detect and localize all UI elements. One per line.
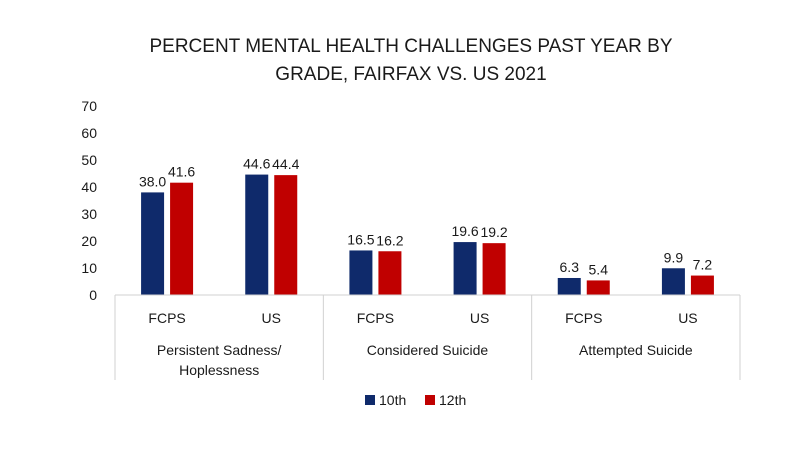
legend-swatch-10th (365, 395, 375, 405)
x-category-label: FCPS (565, 310, 602, 326)
bar-10th-us-5 (661, 268, 685, 295)
bars (141, 174, 714, 295)
bar-10th-fcps-2 (349, 250, 373, 295)
y-tick-label: 20 (81, 233, 97, 249)
y-tick-label: 0 (89, 287, 97, 303)
data-label: 19.6 (451, 223, 478, 239)
bar-12th-fcps-2 (378, 251, 402, 295)
data-labels: 38.0 44.6 16.5 19.6 6.3 9.9 41.6 44.4 16.2 19.2 5.… (139, 156, 712, 278)
x-axis: FCPS US FCPS US FCPS US Persistent Sadness/Hop… (114, 294, 741, 380)
y-tick-label: 10 (81, 260, 97, 276)
x-group-label: Persistent Sadness/ (157, 342, 282, 358)
data-label: 16.5 (347, 231, 374, 247)
legend-swatch-12th (425, 395, 435, 405)
bar-10th-us-3 (453, 242, 477, 295)
chart-title-line-2: GRADE, FAIRFAX VS. US 2021 (275, 64, 546, 85)
data-label: 19.2 (480, 224, 507, 240)
data-label: 9.9 (664, 249, 684, 265)
y-tick-label: 40 (81, 179, 97, 195)
legend-label-10th: 10th (379, 392, 406, 408)
data-label: 16.2 (376, 232, 403, 248)
legend-label-12th: 12th (439, 392, 466, 408)
bar-10th-fcps-4 (557, 277, 581, 295)
bar-12th-fcps-0 (170, 182, 194, 295)
chart-title: PERCENT MENTAL HEALTH CHALLENGES PAST YE… (149, 36, 672, 85)
data-label: 38.0 (139, 173, 166, 189)
data-label: 44.4 (272, 156, 299, 172)
y-axis: 0 10 20 30 40 50 60 70 (81, 98, 97, 303)
y-tick-label: 60 (81, 125, 97, 141)
x-group-label: Considered Suicide (367, 342, 489, 358)
x-category-label: FCPS (357, 310, 394, 326)
bar-12th-us-3 (482, 243, 506, 295)
x-category-label: US (470, 310, 489, 326)
x-category-label: US (262, 310, 281, 326)
bar-12th-fcps-4 (586, 280, 610, 295)
data-label: 7.2 (693, 257, 713, 273)
legend: 10th 12th (365, 392, 466, 408)
y-tick-label: 30 (81, 206, 97, 222)
x-category-label: US (678, 310, 697, 326)
x-group-label: Attempted Suicide (579, 342, 693, 358)
y-tick-label: 50 (81, 152, 97, 168)
data-label: 44.6 (243, 156, 270, 172)
bar-12th-us-5 (690, 275, 714, 295)
data-label: 5.4 (589, 261, 609, 277)
data-label: 6.3 (560, 259, 580, 275)
x-group-label: Hoplessness (179, 362, 259, 378)
bar-10th-fcps-0 (141, 192, 165, 295)
x-category-label: FCPS (148, 310, 185, 326)
chart-title-line-1: PERCENT MENTAL HEALTH CHALLENGES PAST YE… (149, 36, 672, 57)
data-label: 41.6 (168, 164, 195, 180)
bar-12th-us-1 (274, 175, 298, 295)
bar-10th-us-1 (245, 174, 269, 295)
y-tick-label: 70 (81, 98, 97, 114)
